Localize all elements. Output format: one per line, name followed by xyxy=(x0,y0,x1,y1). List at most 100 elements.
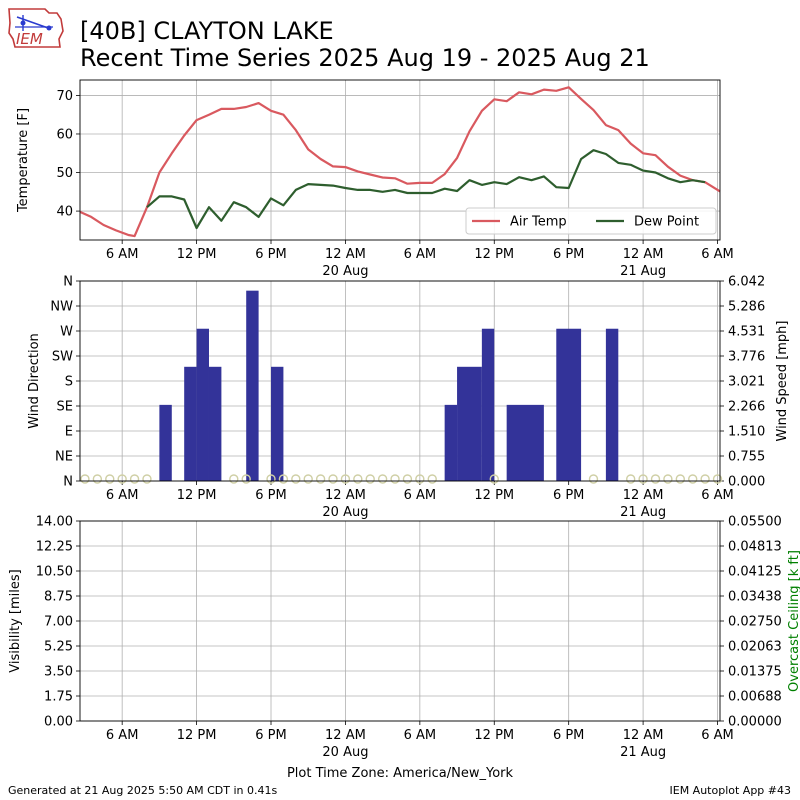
x-tick-sublabel: 20 Aug xyxy=(322,264,368,279)
wind-calm-marker xyxy=(241,474,251,484)
wind-speed-bar xyxy=(506,404,544,481)
wind-calm-marker xyxy=(129,474,140,484)
wind-calm-marker xyxy=(92,474,103,484)
legend-box xyxy=(465,207,717,235)
wind-calm-marker xyxy=(142,474,152,484)
y-tick-label: 8.75 xyxy=(44,590,73,605)
y2-tick-label: 4.531 xyxy=(728,325,765,340)
wind-calm-marker xyxy=(650,474,661,484)
x-tick-label: 12 AM xyxy=(325,488,366,503)
x-tick-label: 6 AM xyxy=(106,247,139,262)
air-temp-line xyxy=(79,86,721,238)
y-tick-label: 5.25 xyxy=(44,640,73,655)
wind-calm-marker xyxy=(638,474,648,484)
y2-tick-label: 0.03438 xyxy=(728,590,782,605)
wind-calm-marker xyxy=(229,474,239,484)
plot-frame xyxy=(79,79,721,241)
wind-calm-marker xyxy=(278,474,289,484)
app-note: IEM Autoplot App #43 xyxy=(669,784,792,797)
x-tick-label: 6 AM xyxy=(106,488,139,503)
x-tick-label: 6 PM xyxy=(255,247,286,262)
y-tick-label: E xyxy=(65,425,73,440)
x-tick-sublabel: 20 Aug xyxy=(322,745,368,760)
wind-speed-bar xyxy=(184,366,197,481)
y-tick-label: 40 xyxy=(56,205,73,220)
x-tick-label: 6 AM xyxy=(701,488,734,503)
y2-tick-label: 0.02750 xyxy=(728,615,782,630)
y-axis-label-direction: Wind Direction xyxy=(27,333,42,429)
x-tick-sublabel: 21 Aug xyxy=(620,505,666,520)
y2-tick-label: 1.510 xyxy=(728,425,765,440)
generated-note: Generated at 21 Aug 2025 5:50 AM CDT in … xyxy=(8,784,278,797)
x-tick-label: 6 PM xyxy=(553,728,584,743)
x-tick-label: 12 AM xyxy=(623,488,664,503)
y-tick-label: 60 xyxy=(56,127,73,142)
x-tick-label: 12 AM xyxy=(623,728,664,743)
wind-speed-bar xyxy=(605,328,619,481)
y-tick-label: NW xyxy=(50,300,73,315)
plot-frame xyxy=(79,280,721,482)
y-tick-label: 50 xyxy=(56,166,73,181)
x-tick-label: 12 PM xyxy=(177,247,217,262)
x-tick-sublabel: 20 Aug xyxy=(322,505,368,520)
y2-tick-label: 2.266 xyxy=(728,400,765,415)
x-tick-sublabel: 21 Aug xyxy=(620,264,666,279)
y2-tick-label: 0.755 xyxy=(728,450,765,465)
wind-speed-bar xyxy=(556,328,582,481)
wind-calm-marker xyxy=(266,474,276,484)
wind-calm-marker xyxy=(328,474,338,484)
wind-speed-bar xyxy=(457,366,482,481)
wind-calm-marker xyxy=(700,474,710,484)
iem-logo: IEM xyxy=(8,8,64,48)
wind-calm-marker xyxy=(489,474,499,484)
y2-tick-label: 0.02063 xyxy=(728,640,782,655)
x-tick-label: 6 PM xyxy=(553,247,584,262)
y-axis-label-speed: Wind Speed [mph] xyxy=(775,321,790,442)
wind-calm-marker xyxy=(117,474,127,484)
wind-calm-marker xyxy=(663,474,673,484)
y-tick-label: SE xyxy=(57,400,73,415)
y-tick-label: W xyxy=(60,325,73,340)
wind-calm-marker xyxy=(291,474,301,484)
y-axis-label-visibility: Visibility [miles] xyxy=(8,569,23,672)
y2-tick-label: 6.042 xyxy=(728,275,765,290)
dew-point-line xyxy=(146,149,706,230)
wind-calm-marker xyxy=(427,474,437,484)
y2-tick-label: 0.01375 xyxy=(728,665,782,680)
x-tick-label: 6 AM xyxy=(404,728,437,743)
wind-calm-marker xyxy=(588,474,599,484)
y2-tick-label: 3.776 xyxy=(728,350,765,365)
wind-speed-bar xyxy=(444,404,458,481)
wind-calm-marker xyxy=(625,474,636,484)
y2-tick-label: 0.00000 xyxy=(728,715,782,730)
y-tick-label: 10.50 xyxy=(36,565,73,580)
y-tick-label: 1.75 xyxy=(44,690,73,705)
wind-speed-bar xyxy=(481,328,495,481)
x-tick-label: 6 PM xyxy=(553,488,584,503)
x-tick-label: 6 PM xyxy=(255,728,286,743)
wind-speed-bar xyxy=(159,404,172,481)
y2-tick-label: 3.021 xyxy=(728,375,765,390)
wind-speed-bar xyxy=(246,290,259,481)
y2-tick-label: 5.286 xyxy=(728,300,765,315)
x-tick-label: 12 PM xyxy=(177,488,217,503)
plot-frame xyxy=(79,520,721,722)
chart-subtitle: Recent Time Series 2025 Aug 19 - 2025 Au… xyxy=(80,44,650,72)
x-tick-sublabel: 21 Aug xyxy=(620,745,666,760)
wind-calm-marker xyxy=(80,474,90,484)
x-tick-label: 12 PM xyxy=(474,728,514,743)
wind-speed-bar xyxy=(271,366,284,481)
x-tick-label: 6 AM xyxy=(404,488,437,503)
wind-speed-bar xyxy=(196,328,209,481)
y-tick-label: SW xyxy=(52,350,73,365)
y-tick-label: 3.50 xyxy=(44,665,73,680)
y2-tick-label: 0.04125 xyxy=(728,565,782,580)
y2-tick-label: 0.00688 xyxy=(728,690,782,705)
y-tick-label: 14.00 xyxy=(36,515,73,530)
y2-tick-label: 0.000 xyxy=(728,475,765,490)
wind-calm-marker xyxy=(340,474,351,484)
x-tick-label: 6 AM xyxy=(404,247,437,262)
y2-tick-label: 0.05500 xyxy=(728,515,782,530)
x-tick-label: 6 AM xyxy=(701,728,734,743)
wind-calm-marker xyxy=(390,474,400,484)
